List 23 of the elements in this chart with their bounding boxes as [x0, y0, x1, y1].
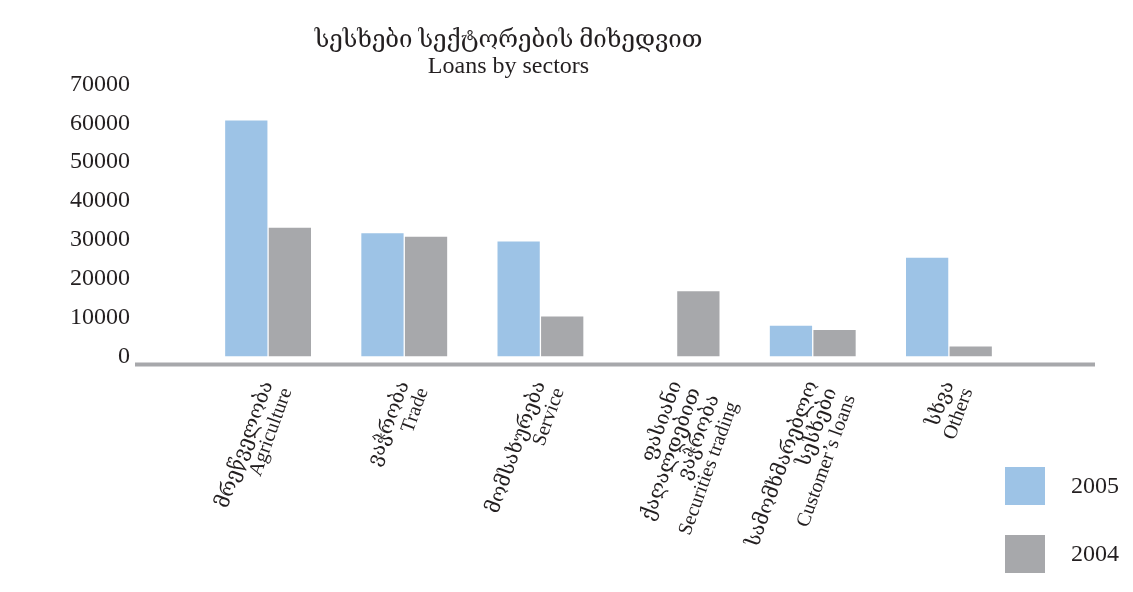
bar: [541, 316, 584, 357]
y-tick-label: 40000: [70, 186, 130, 213]
bar: [268, 227, 311, 357]
bar: [949, 346, 992, 357]
bar: [677, 291, 720, 357]
x-tick-label: სხვა Others: [920, 377, 977, 443]
bar: [225, 120, 268, 357]
bar: [769, 325, 813, 357]
bar: [404, 236, 448, 357]
bar: [497, 241, 540, 357]
legend-label: 2004: [1071, 540, 1119, 567]
y-tick-label: 60000: [70, 108, 130, 135]
bar: [906, 257, 949, 357]
y-tick-label: 10000: [70, 302, 130, 329]
bar: [361, 233, 404, 357]
y-tick-label: 50000: [70, 147, 130, 174]
y-tick-label: 20000: [70, 264, 130, 291]
y-tick-label: 30000: [70, 225, 130, 252]
legend-label: 2005: [1071, 472, 1119, 499]
text: Loans by sectors: [427, 52, 590, 79]
y-tick-label: 70000: [70, 69, 130, 96]
y-tick-label: 0: [118, 341, 130, 368]
text: სესხები სექტორების მიხედვით: [314, 26, 703, 53]
